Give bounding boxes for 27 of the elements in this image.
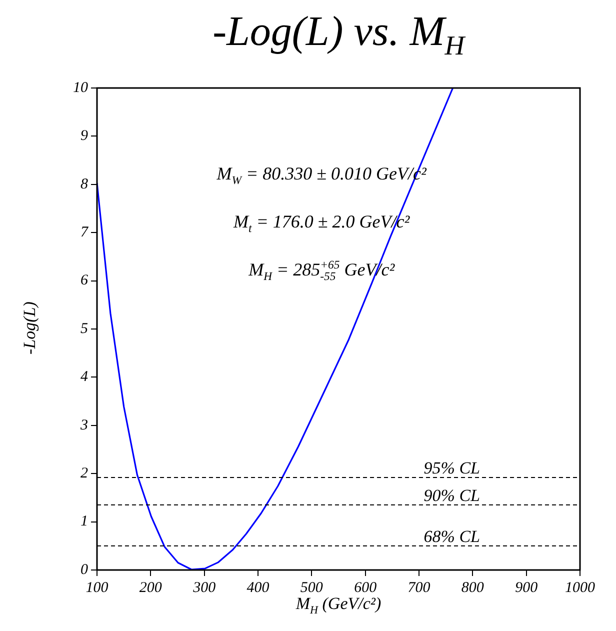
y-axis-title: -Log(L) xyxy=(20,300,40,356)
x-tick-label: 800 xyxy=(461,580,484,596)
y-tick-label: 7 xyxy=(80,224,90,241)
ref-line-label: 95% CL xyxy=(424,458,480,478)
x-axis-title: M$_{H}$ (GeV/c²) xyxy=(294,594,382,616)
x-tick-label: 900 xyxy=(515,580,538,596)
chart-title: -Log(L) vs. M$_{H}$ xyxy=(212,8,467,62)
y-tick-label: 9 xyxy=(80,128,88,144)
y-tick-label: 6 xyxy=(80,272,88,289)
y-tick-label: 5 xyxy=(80,320,88,337)
x-tick-label: 700 xyxy=(408,580,431,596)
y-tick-label: 3 xyxy=(80,417,88,434)
x-tick-label: 500 xyxy=(300,580,324,596)
y-tick-label: 1 xyxy=(80,514,88,530)
ref-line-label: 90% CL xyxy=(424,486,480,505)
y-tick-label: 10 xyxy=(73,80,88,96)
y-tick-label: 4 xyxy=(80,369,88,386)
x-tick-label: 1000 xyxy=(565,580,596,596)
x-tick-label: 100 xyxy=(86,580,109,596)
y-tick-label: 0 xyxy=(80,562,88,578)
x-tick-label: 300 xyxy=(192,580,216,596)
ref-line-label: 68% CL xyxy=(424,526,480,546)
x-tick-label: 200 xyxy=(139,580,162,596)
x-tick-label: 400 xyxy=(246,580,270,596)
x-tick-label: 600 xyxy=(354,580,378,596)
y-tick-label: 8 xyxy=(80,176,88,192)
y-tick-label: 2 xyxy=(80,466,88,482)
